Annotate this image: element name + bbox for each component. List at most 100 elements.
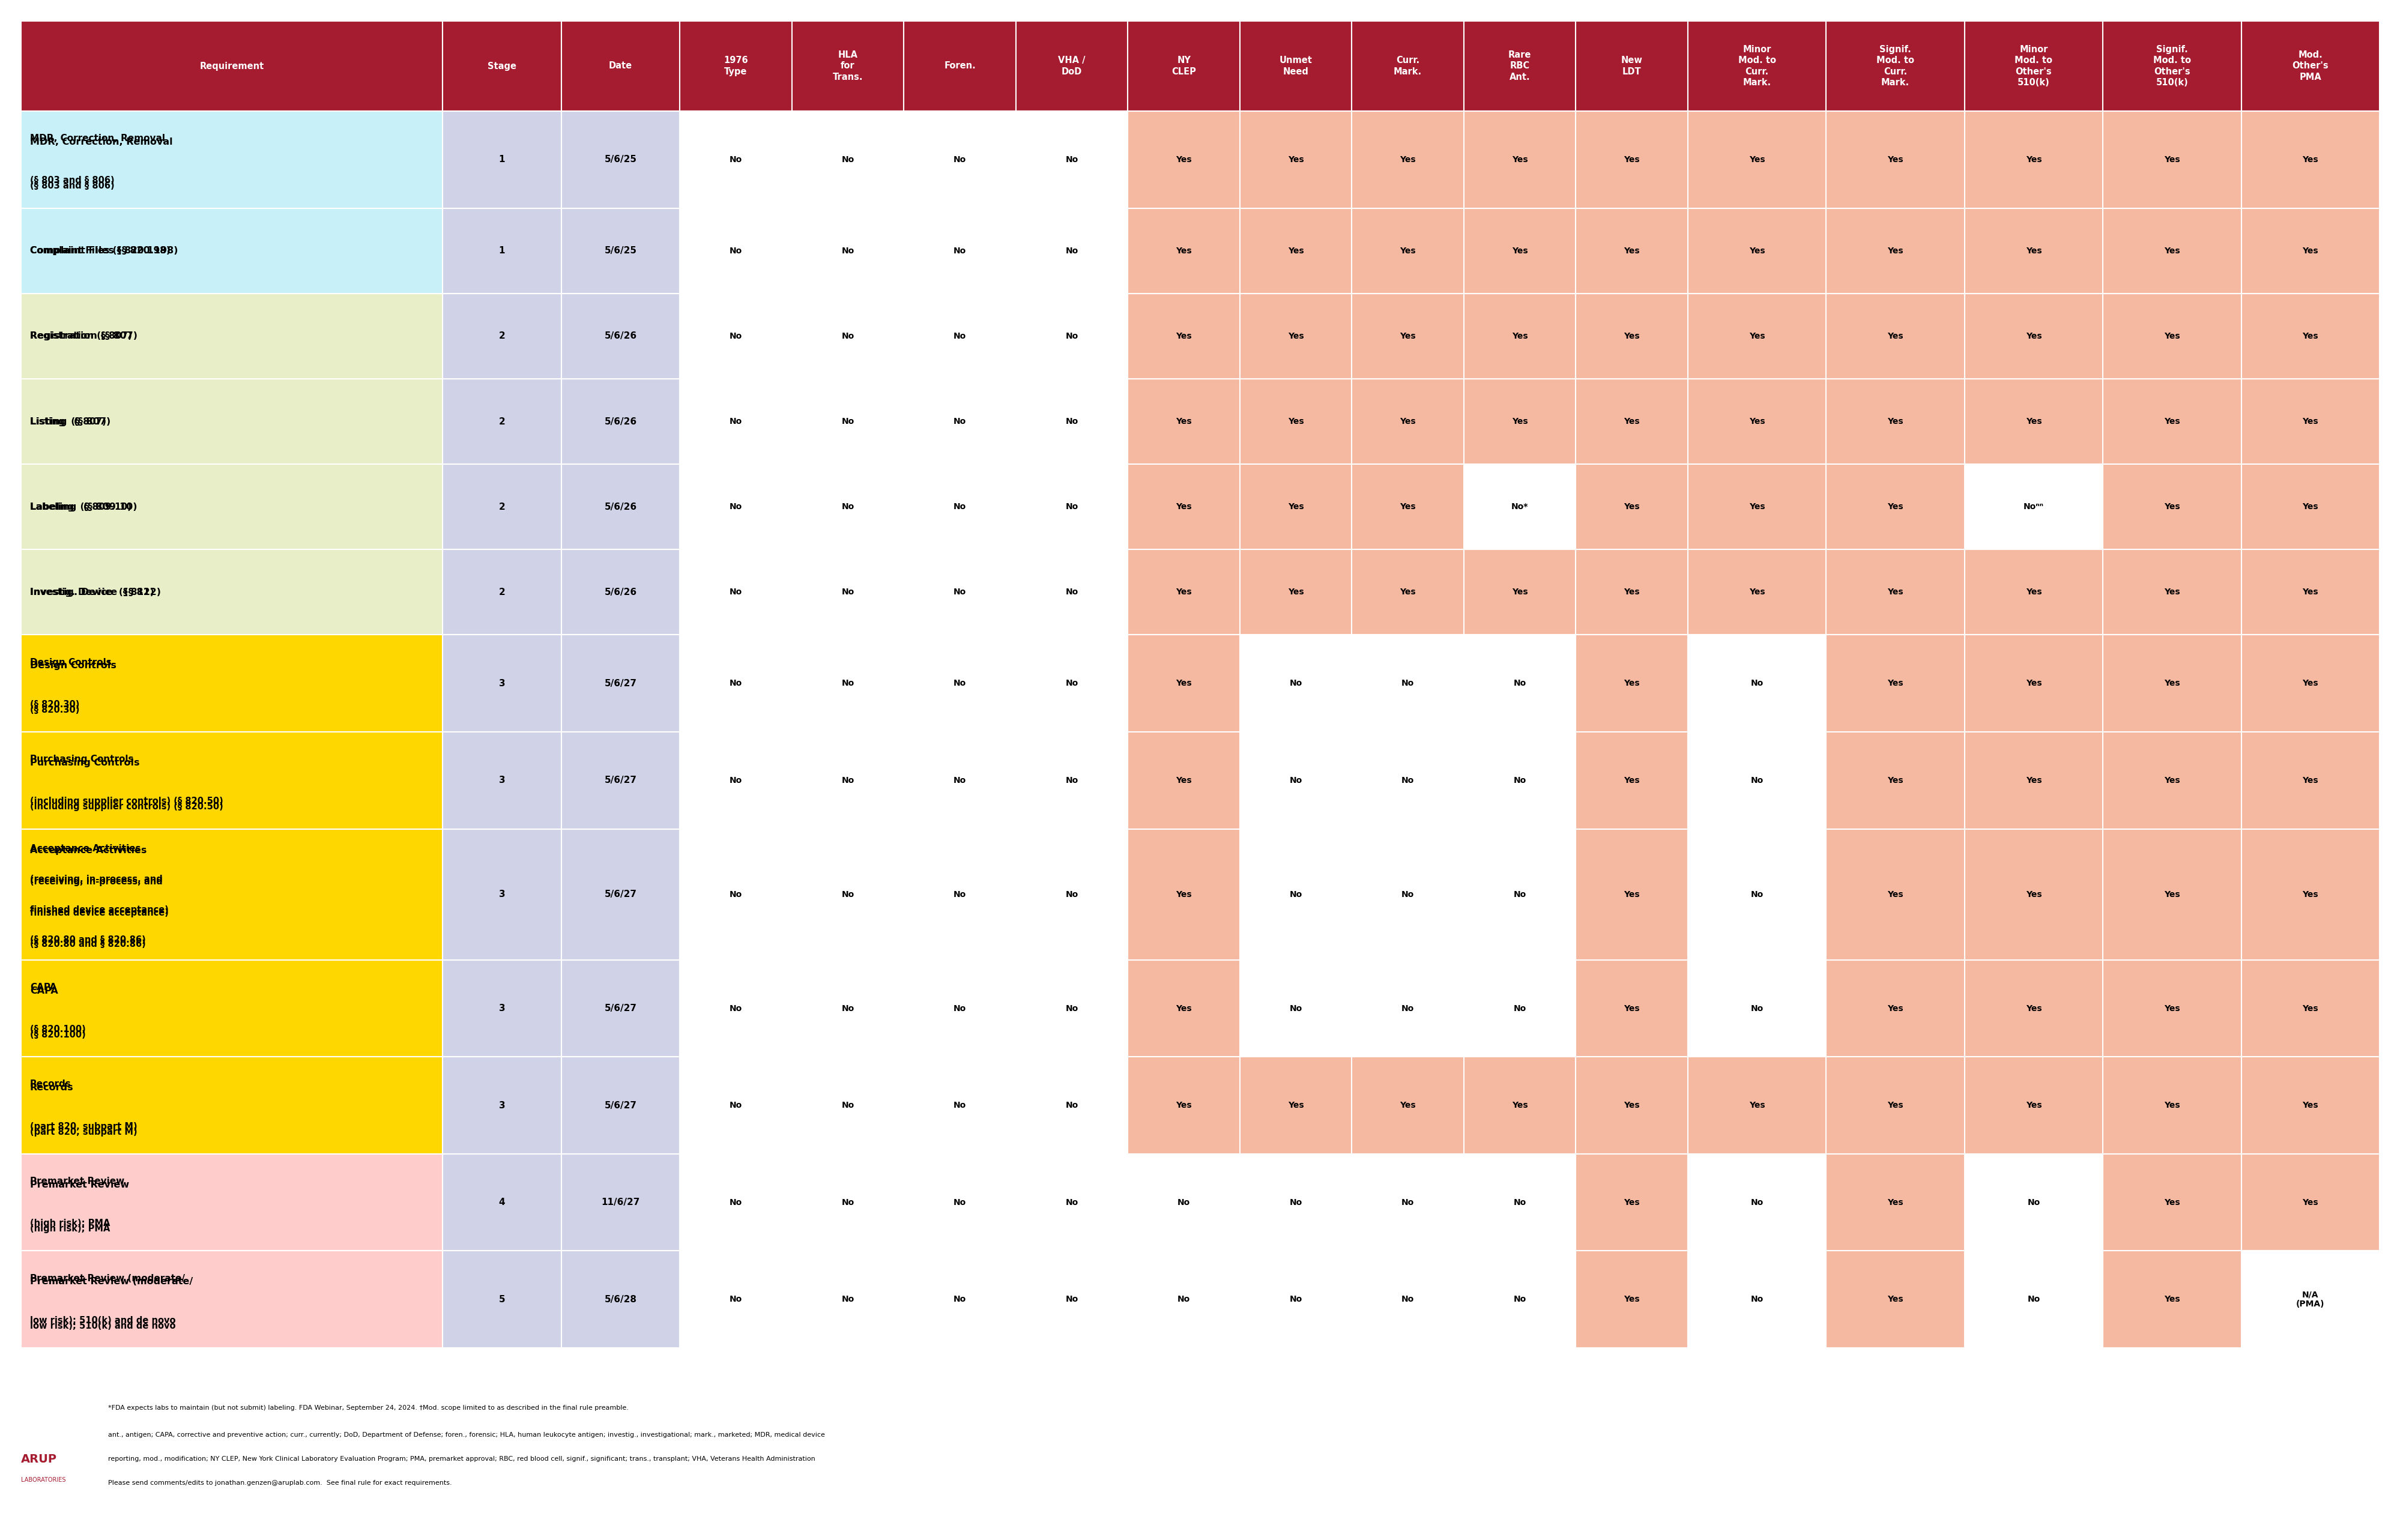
Text: No: No [1289, 1004, 1301, 1013]
FancyBboxPatch shape [562, 1056, 679, 1153]
Text: No: No [1066, 890, 1078, 898]
Text: No: No [1176, 1198, 1190, 1206]
Text: No: No [730, 417, 742, 425]
Text: No: No [1750, 776, 1764, 784]
Text: Yes: Yes [1622, 890, 1639, 898]
Text: Yes: Yes [1750, 246, 1764, 256]
Text: No: No [1512, 1004, 1526, 1013]
Text: Labeling  (§ 809.10): Labeling (§ 809.10) [31, 502, 132, 511]
FancyBboxPatch shape [1574, 464, 1687, 550]
Text: 5: 5 [499, 1295, 504, 1304]
FancyBboxPatch shape [679, 294, 792, 379]
FancyBboxPatch shape [905, 294, 1015, 379]
FancyBboxPatch shape [442, 550, 562, 634]
Text: reporting, mod., modification; NY CLEP, New York Clinical Laboratory Evaluation : reporting, mod., modification; NY CLEP, … [108, 1455, 816, 1461]
FancyBboxPatch shape [1351, 1153, 1464, 1250]
FancyBboxPatch shape [1351, 208, 1464, 294]
Text: Yes: Yes [2162, 588, 2179, 596]
FancyBboxPatch shape [1128, 829, 1238, 959]
Text: Listing  (§ 807): Listing (§ 807) [31, 417, 110, 427]
Text: MDR, Correction, Removal: MDR, Correction, Removal [31, 137, 173, 146]
Text: Registration (§ 807): Registration (§ 807) [31, 331, 137, 340]
FancyBboxPatch shape [1128, 634, 1238, 732]
FancyBboxPatch shape [1464, 1056, 1574, 1153]
Text: Yes: Yes [1512, 588, 1526, 596]
FancyBboxPatch shape [1238, 732, 1351, 829]
Text: Yes: Yes [1399, 588, 1416, 596]
Text: *FDA expects labs to maintain (but not submit) labeling. FDA Webinar, September : *FDA expects labs to maintain (but not s… [108, 1404, 629, 1411]
FancyBboxPatch shape [2102, 208, 2242, 294]
Text: No: No [953, 679, 965, 687]
Text: Yes: Yes [2162, 246, 2179, 256]
Text: No: No [2028, 1198, 2040, 1206]
Text: Noⁿⁿ: Noⁿⁿ [2023, 502, 2042, 511]
Text: Rare
RBC
Ant.: Rare RBC Ant. [1507, 51, 1531, 82]
Text: No: No [1066, 1004, 1078, 1013]
FancyBboxPatch shape [679, 550, 792, 634]
FancyBboxPatch shape [1015, 550, 1128, 634]
FancyBboxPatch shape [562, 294, 679, 379]
FancyBboxPatch shape [1238, 1056, 1351, 1153]
Text: 3: 3 [499, 1004, 504, 1013]
FancyBboxPatch shape [679, 111, 792, 208]
Text: (high risk); PMA: (high risk); PMA [31, 1224, 110, 1234]
Text: Yes: Yes [1399, 1101, 1416, 1109]
Text: Yes: Yes [1512, 333, 1526, 340]
FancyBboxPatch shape [1015, 22, 1128, 111]
Text: Yes: Yes [2026, 1101, 2040, 1109]
FancyBboxPatch shape [442, 634, 562, 732]
FancyBboxPatch shape [1574, 294, 1687, 379]
Text: No: No [1402, 1198, 1414, 1206]
Text: No: No [1066, 679, 1078, 687]
FancyBboxPatch shape [905, 464, 1015, 550]
Text: NY
CLEP: NY CLEP [1171, 55, 1195, 75]
FancyBboxPatch shape [442, 829, 562, 959]
Text: CAPA: CAPA [31, 986, 58, 995]
Text: No: No [842, 1004, 854, 1013]
Text: No: No [1512, 890, 1526, 898]
Text: No: No [1066, 1101, 1078, 1109]
Text: Minor
Mod. to
Curr.
Mark.: Minor Mod. to Curr. Mark. [1738, 45, 1776, 88]
FancyBboxPatch shape [1464, 379, 1574, 464]
Text: No: No [730, 502, 742, 511]
FancyBboxPatch shape [1464, 959, 1574, 1056]
Text: Yes: Yes [1622, 246, 1639, 256]
Text: Yes: Yes [1176, 776, 1190, 784]
FancyBboxPatch shape [679, 379, 792, 464]
Text: Yes: Yes [2162, 417, 2179, 425]
Text: Yes: Yes [1622, 156, 1639, 163]
FancyBboxPatch shape [2242, 22, 2378, 111]
Text: Minor
Mod. to
Other's
510(k): Minor Mod. to Other's 510(k) [2014, 45, 2052, 88]
FancyBboxPatch shape [2102, 1153, 2242, 1250]
Text: (including supplier controls) (§ 820.50): (including supplier controls) (§ 820.50) [31, 802, 223, 812]
FancyBboxPatch shape [1464, 294, 1574, 379]
Text: No: No [842, 1198, 854, 1206]
FancyBboxPatch shape [1574, 1250, 1687, 1348]
FancyBboxPatch shape [1464, 464, 1574, 550]
Text: 5/6/26: 5/6/26 [605, 588, 636, 596]
FancyBboxPatch shape [1574, 22, 1687, 111]
Text: Yes: Yes [2302, 333, 2318, 340]
FancyBboxPatch shape [442, 1250, 562, 1348]
Text: Yes: Yes [2302, 679, 2318, 687]
Text: Yes: Yes [1886, 890, 1903, 898]
FancyBboxPatch shape [1351, 732, 1464, 829]
FancyBboxPatch shape [2242, 959, 2378, 1056]
Text: No: No [953, 156, 965, 163]
Text: Yes: Yes [1512, 246, 1526, 256]
Text: (receiving, in-process, and: (receiving, in-process, and [31, 875, 163, 884]
FancyBboxPatch shape [1687, 111, 1826, 208]
FancyBboxPatch shape [1464, 829, 1574, 959]
FancyBboxPatch shape [679, 634, 792, 732]
FancyBboxPatch shape [1015, 1153, 1128, 1250]
FancyBboxPatch shape [1574, 634, 1687, 732]
FancyBboxPatch shape [1015, 959, 1128, 1056]
Text: No: No [842, 890, 854, 898]
Text: MDR, Correction, Removal: MDR, Correction, Removal [31, 134, 166, 143]
Text: No: No [842, 417, 854, 425]
Text: Yes: Yes [2162, 890, 2179, 898]
FancyBboxPatch shape [562, 1250, 679, 1348]
Text: No: No [953, 333, 965, 340]
FancyBboxPatch shape [1128, 1056, 1238, 1153]
FancyBboxPatch shape [562, 959, 679, 1056]
